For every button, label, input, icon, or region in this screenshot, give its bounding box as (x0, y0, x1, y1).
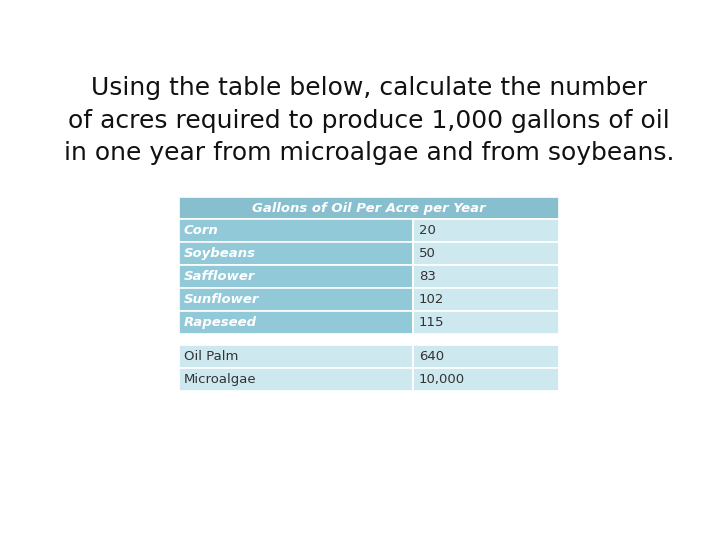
FancyBboxPatch shape (413, 242, 559, 265)
Text: 10,000: 10,000 (419, 373, 465, 386)
FancyBboxPatch shape (179, 219, 413, 242)
FancyBboxPatch shape (413, 368, 559, 392)
FancyBboxPatch shape (413, 345, 559, 368)
FancyBboxPatch shape (179, 368, 413, 392)
Text: Rapeseed: Rapeseed (184, 316, 257, 329)
Text: Oil Palm: Oil Palm (184, 350, 238, 363)
FancyBboxPatch shape (179, 288, 413, 311)
FancyBboxPatch shape (179, 265, 413, 288)
Text: 102: 102 (419, 293, 444, 306)
Text: Safflower: Safflower (184, 270, 255, 283)
Text: Corn: Corn (184, 224, 219, 237)
FancyBboxPatch shape (413, 219, 559, 242)
Text: 115: 115 (419, 316, 444, 329)
Text: 83: 83 (419, 270, 436, 283)
Text: Soybeans: Soybeans (184, 247, 256, 260)
Text: Microalgae: Microalgae (184, 373, 256, 386)
FancyBboxPatch shape (179, 311, 413, 334)
Text: Sunflower: Sunflower (184, 293, 259, 306)
FancyBboxPatch shape (413, 288, 559, 311)
FancyBboxPatch shape (179, 197, 559, 219)
Text: Gallons of Oil Per Acre per Year: Gallons of Oil Per Acre per Year (252, 201, 486, 214)
FancyBboxPatch shape (413, 265, 559, 288)
Text: 50: 50 (419, 247, 436, 260)
FancyBboxPatch shape (413, 311, 559, 334)
Text: 20: 20 (419, 224, 436, 237)
FancyBboxPatch shape (179, 345, 413, 368)
Text: 640: 640 (419, 350, 444, 363)
Text: Using the table below, calculate the number
of acres required to produce 1,000 g: Using the table below, calculate the num… (64, 76, 674, 165)
FancyBboxPatch shape (179, 242, 413, 265)
